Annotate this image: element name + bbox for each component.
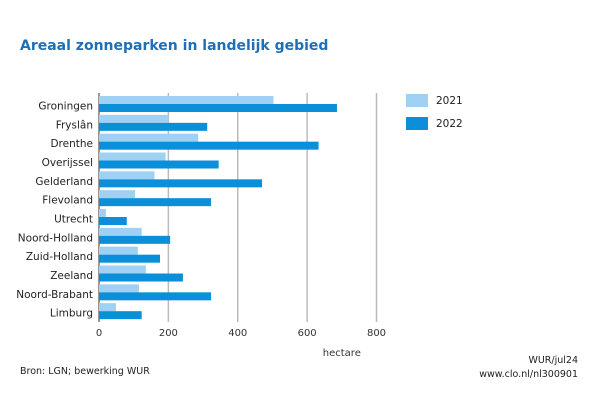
category-label: Utrecht — [54, 213, 93, 225]
legend-swatch-2021 — [406, 94, 428, 107]
category-label: Flevoland — [42, 195, 93, 207]
x-tick-label: 200 — [159, 328, 178, 339]
category-label: Zuid-Holland — [26, 251, 93, 263]
category-label: Noord-Holland — [18, 232, 93, 244]
bar-2021 — [99, 265, 146, 274]
category-label: Overijssel — [42, 157, 93, 169]
x-axis-label: hectare — [323, 348, 361, 359]
bar-2022 — [99, 160, 219, 169]
bar-2022 — [99, 254, 161, 263]
bar-2021 — [99, 96, 274, 104]
bar-2022 — [99, 292, 212, 301]
bar-2022 — [99, 122, 208, 131]
bar-2021 — [99, 171, 155, 180]
legend-label-2021: 2021 — [436, 95, 463, 107]
bar-2021 — [99, 284, 139, 293]
bar-2022 — [99, 141, 319, 150]
category-label: Drenthe — [50, 138, 93, 150]
bar-2021 — [99, 114, 169, 123]
x-tick-label: 0 — [96, 328, 102, 339]
x-tick-label: 800 — [367, 328, 386, 339]
category-label: Groningen — [38, 100, 93, 112]
category-label: Zeeland — [50, 270, 93, 282]
bar-2022 — [99, 235, 171, 244]
bar-2021 — [99, 246, 138, 255]
bar-2022 — [99, 217, 127, 225]
credit-note: WUR/jul24 — [528, 355, 578, 366]
x-tick-label: 400 — [228, 328, 247, 339]
category-label: Fryslân — [56, 119, 93, 131]
x-tick-label: 600 — [298, 328, 317, 339]
bar-2021 — [99, 190, 136, 199]
chart-title: Areaal zonneparken in landelijk gebied — [20, 38, 329, 54]
url-note: www.clo.nl/nl300901 — [479, 369, 578, 380]
bar-2021 — [99, 303, 116, 312]
bar-2022 — [99, 273, 183, 282]
bar-2021 — [99, 227, 142, 236]
legend-swatch-2022 — [406, 117, 428, 130]
category-label: Noord-Brabant — [16, 289, 93, 301]
bar-2022 — [99, 198, 212, 207]
category-label: Limburg — [50, 308, 93, 320]
bar-2021 — [99, 152, 166, 161]
bar-2022 — [99, 104, 337, 112]
bar-2022 — [99, 311, 142, 320]
source-note: Bron: LGN; bewerking WUR — [20, 366, 150, 377]
bar-2021 — [99, 209, 106, 217]
bar-2021 — [99, 133, 199, 142]
bar-2022 — [99, 179, 263, 188]
legend-label-2022: 2022 — [436, 118, 463, 130]
category-label: Gelderland — [35, 176, 93, 188]
